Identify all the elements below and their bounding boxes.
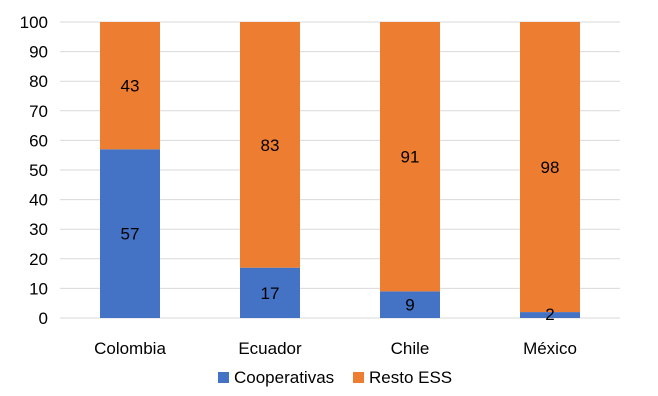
data-label: 9 — [405, 296, 414, 315]
y-tick-label: 70 — [29, 102, 48, 121]
bar-segment-resto-ess — [380, 22, 440, 292]
x-category-label: México — [523, 339, 577, 358]
data-label: 17 — [261, 284, 280, 303]
y-tick-label: 10 — [29, 279, 48, 298]
y-tick-label: 60 — [29, 131, 48, 150]
data-label: 43 — [121, 77, 140, 96]
bar-layer — [100, 22, 580, 318]
bar-segment-resto-ess — [100, 22, 160, 150]
data-label: 98 — [541, 158, 560, 177]
data-label: 83 — [261, 136, 280, 155]
y-axis-tick-labels: 0 10 20 30 40 50 60 70 80 90 100 — [20, 13, 48, 328]
data-label-layer: 57 43 17 83 9 91 2 98 — [121, 77, 560, 324]
data-label: 91 — [401, 148, 420, 167]
x-axis-category-labels: Colombia Ecuador Chile México — [94, 339, 577, 358]
legend: Cooperativas Resto ESS — [218, 368, 452, 387]
y-tick-label: 20 — [29, 250, 48, 269]
bar-segment-cooperativas — [520, 312, 580, 318]
x-category-label: Ecuador — [238, 339, 302, 358]
bar-segment-cooperativas — [380, 291, 440, 318]
x-category-label: Colombia — [94, 339, 166, 358]
bar-segment-resto-ess — [520, 22, 580, 313]
legend-swatch — [353, 372, 364, 383]
bar-segment-cooperativas — [240, 267, 300, 318]
y-tick-label: 30 — [29, 220, 48, 239]
legend-swatch — [218, 372, 229, 383]
data-label: 57 — [121, 225, 140, 244]
y-tick-label: 90 — [29, 43, 48, 62]
x-category-label: Chile — [391, 339, 430, 358]
legend-label: Resto ESS — [369, 368, 452, 387]
bar-segment-cooperativas — [100, 149, 160, 318]
y-tick-label: 40 — [29, 191, 48, 210]
bar-segment-resto-ess — [240, 22, 300, 268]
y-tick-label: 0 — [39, 309, 48, 328]
y-tick-label: 100 — [20, 13, 48, 32]
y-tick-label: 50 — [29, 161, 48, 180]
legend-label: Cooperativas — [234, 368, 334, 387]
data-label: 2 — [545, 305, 554, 324]
y-tick-label: 80 — [29, 72, 48, 91]
